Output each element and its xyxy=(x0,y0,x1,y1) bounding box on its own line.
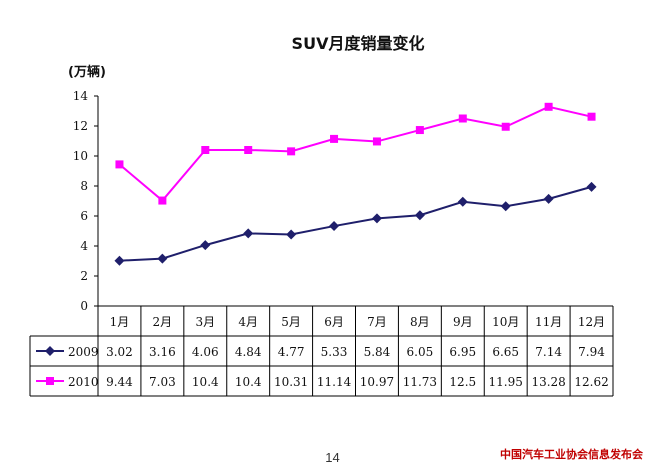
x-category-label: 9月 xyxy=(453,315,473,329)
x-category-label: 10月 xyxy=(492,315,519,329)
data-point-2009 xyxy=(586,181,597,192)
data-label-2010: 12.5 xyxy=(449,375,476,389)
data-label-2009: 3.16 xyxy=(149,345,176,359)
data-point-2009 xyxy=(371,213,382,224)
data-label-2010: 10.97 xyxy=(360,375,394,389)
data-label-2009: 5.33 xyxy=(321,345,348,359)
data-label-2009: 4.84 xyxy=(235,345,262,359)
series-line-2010 xyxy=(118,105,592,202)
y-tick-label: 6 xyxy=(80,209,88,223)
data-label-2009: 6.05 xyxy=(407,345,434,359)
x-category-label: 4月 xyxy=(238,315,258,329)
data-point-2009 xyxy=(457,196,468,207)
data-point-2010 xyxy=(501,122,510,131)
data-point-2010 xyxy=(201,146,210,154)
data-label-2010: 10.4 xyxy=(192,375,219,389)
plot-area: 0 2 4 6 8 10 12 14 xyxy=(73,89,597,313)
y-tick-label: 8 xyxy=(80,179,88,193)
data-label-2009: 4.77 xyxy=(278,345,305,359)
data-point-2010 xyxy=(458,114,467,123)
y-axis-unit-label: (万辆) xyxy=(68,64,106,80)
x-category-label: 2月 xyxy=(153,315,173,329)
data-point-2009 xyxy=(543,193,554,204)
data-point-2010 xyxy=(330,134,339,143)
data-point-2010 xyxy=(158,196,167,205)
data-point-2010 xyxy=(244,146,253,154)
chart-title: SUV月度销量变化 xyxy=(292,34,425,53)
data-point-2009 xyxy=(200,240,211,251)
data-point-2010 xyxy=(544,102,553,111)
data-label-2009: 7.14 xyxy=(535,345,562,359)
data-point-2010 xyxy=(287,147,296,156)
data-label-2009: 6.95 xyxy=(449,345,476,359)
legend-marker-2009 xyxy=(45,346,55,356)
data-label-2010: 13.28 xyxy=(531,375,565,389)
y-tick-label: 4 xyxy=(80,239,88,253)
data-label-2009: 4.06 xyxy=(192,345,219,359)
source-caption: 中国汽车工业协会信息发布会 xyxy=(500,448,643,461)
x-category-label: 11月 xyxy=(535,315,562,329)
x-category-label: 12月 xyxy=(578,315,605,329)
data-label-2010: 11.14 xyxy=(317,375,352,389)
series-line-2009 xyxy=(119,185,592,262)
data-label-2010: 12.62 xyxy=(574,375,608,389)
x-category-label: 1月 xyxy=(110,315,130,329)
data-label-2010: 10.31 xyxy=(274,375,308,389)
x-category-label: 8月 xyxy=(410,315,430,329)
data-label-2009: 3.02 xyxy=(106,345,133,359)
data-label-2010: 11.73 xyxy=(403,375,437,389)
data-point-2010 xyxy=(587,112,596,121)
y-tick-label: 10 xyxy=(73,149,88,163)
y-tick-label: 12 xyxy=(73,119,88,133)
page-number: 14 xyxy=(325,450,340,465)
x-category-label: 3月 xyxy=(195,315,215,329)
data-label-2009: 7.94 xyxy=(578,345,605,359)
legend-marker-2010 xyxy=(46,377,54,385)
data-label-2009: 6.65 xyxy=(492,345,519,359)
x-category-label: 7月 xyxy=(367,315,387,329)
data-point-2009 xyxy=(329,221,340,232)
legend-label-2010: 2010 xyxy=(68,375,99,389)
x-category-label: 5月 xyxy=(281,315,301,329)
data-point-2010 xyxy=(415,126,424,135)
legend-label-2009: 2009 xyxy=(68,345,99,359)
data-point-2009 xyxy=(286,229,297,240)
data-point-2009 xyxy=(500,201,511,212)
data-label-2010: 9.44 xyxy=(106,375,133,389)
data-label-2010: 7.03 xyxy=(149,375,176,389)
data-label-2009: 5.84 xyxy=(364,345,391,359)
data-label-2010: 10.4 xyxy=(235,375,262,389)
x-category-label: 6月 xyxy=(324,315,344,329)
data-point-2009 xyxy=(414,210,425,221)
y-tick-label: 14 xyxy=(73,89,89,103)
y-tick-label: 2 xyxy=(80,269,88,283)
data-table: 1月 2月 3月 4月 5月 6月 7月 8月 9月 10月 11月 12月 2009 3.02 3.16 4… xyxy=(29,305,614,397)
data-point-2010 xyxy=(115,160,124,169)
data-point-2010 xyxy=(372,137,381,146)
data-point-2009 xyxy=(157,253,168,264)
data-point-2009 xyxy=(243,228,254,239)
data-point-2009 xyxy=(114,255,125,266)
y-tick-label: 0 xyxy=(80,299,88,313)
data-label-2010: 11.95 xyxy=(489,375,523,389)
